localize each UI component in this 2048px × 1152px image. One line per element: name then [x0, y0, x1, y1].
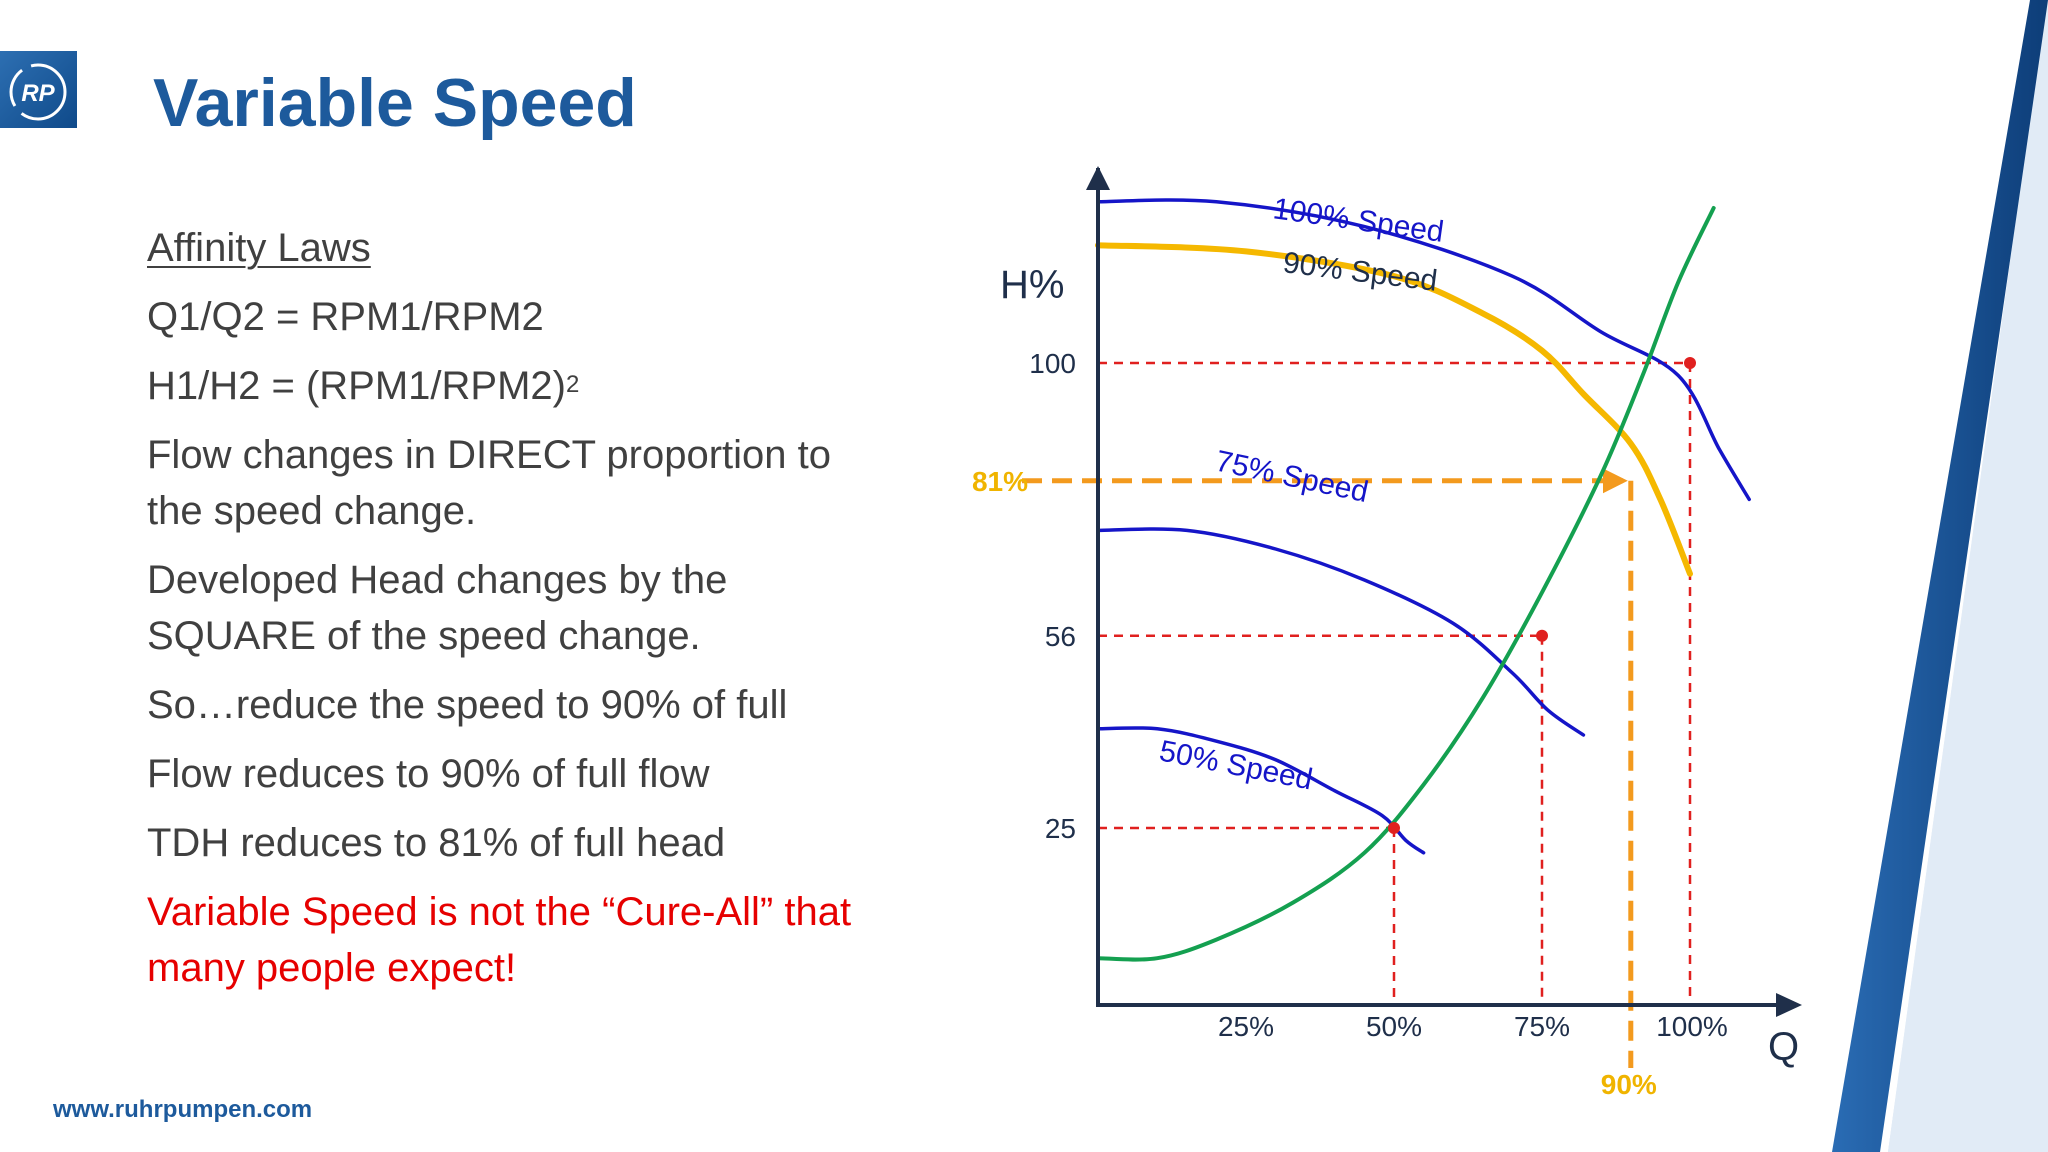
curve-label-90: 90% Speed — [1281, 246, 1439, 298]
pump-curve-100-speed — [1096, 198, 1751, 502]
y-tick-100: 100 — [1029, 348, 1076, 379]
operating-head-callout: 81% — [972, 466, 1028, 497]
slide-title: Variable Speed — [153, 65, 637, 141]
operating-flow-callout: 90% — [1601, 1069, 1657, 1100]
head-change-line-2: SQUARE of the speed change. — [147, 614, 701, 658]
flow-equation: Q1/Q2 = RPM1/RPM2 — [147, 295, 544, 339]
x-axis-title: Q — [1768, 1025, 1799, 1069]
head-equation: H1/H2 = (RPM1/RPM2)2 — [147, 358, 579, 415]
reference-guides — [1022, 361, 1692, 1068]
x-tick-100-pct: 100% — [1656, 1011, 1728, 1042]
x-tick-50-pct: 50% — [1366, 1011, 1422, 1042]
pump-curve-50-speed — [1096, 726, 1426, 855]
flow-change-line-1: Flow changes in DIRECT proportion to — [147, 433, 832, 477]
head-change-line-1: Developed Head changes by the — [147, 558, 728, 602]
intersection-dot-2 — [1536, 629, 1548, 642]
x-axis-arrow — [1776, 993, 1802, 1017]
x-tick-75-pct: 75% — [1514, 1011, 1570, 1042]
logo-mark: RP — [9, 63, 67, 121]
affinity-laws-heading: Affinity Laws — [147, 226, 371, 270]
warning-line-2: many people expect! — [147, 946, 517, 990]
curve-label-100: 100% Speed — [1271, 192, 1446, 249]
flow-change-line-2: the speed change. — [147, 489, 477, 533]
intersection-dot-3 — [1684, 357, 1696, 369]
y-axis-title: H% — [1000, 263, 1064, 307]
blue-stripe — [1832, 0, 2048, 1152]
warning-line-1: Variable Speed is not the “Cure-All” tha… — [147, 890, 852, 934]
system-curve — [1096, 206, 1716, 962]
pump-curve-90-speed — [1095, 242, 1693, 577]
axes — [1086, 166, 1802, 1017]
light-stripe-right — [1888, 0, 2048, 1152]
x-tick-25-pct: 25% — [1218, 1011, 1274, 1042]
y-tick-56: 56 — [1045, 621, 1076, 652]
y-tick-25: 25 — [1045, 813, 1076, 844]
curves — [1095, 198, 1751, 962]
head-equation-exponent: 2 — [565, 371, 580, 398]
reduce-speed-line: So…reduce the speed to 90% of full — [147, 683, 788, 727]
logo-text: RP — [21, 80, 55, 107]
y-axis-arrow — [1086, 166, 1110, 190]
pump-curve-75-speed — [1096, 527, 1586, 737]
flow-reduces-line: Flow reduces to 90% of full flow — [147, 752, 710, 796]
ruhrpumpen-logo: RP — [0, 51, 77, 128]
tdh-reduces-line: TDH reduces to 81% of full head — [147, 821, 726, 865]
head-equation-base: H1/H2 = (RPM1/RPM2) — [147, 364, 566, 408]
curve-label-50: 50% Speed — [1157, 734, 1316, 796]
curve-label-75: 75% Speed — [1213, 445, 1372, 510]
footer-website[interactable]: www.ruhrpumpen.com — [53, 1096, 313, 1123]
intersection-dot-1 — [1388, 822, 1400, 834]
